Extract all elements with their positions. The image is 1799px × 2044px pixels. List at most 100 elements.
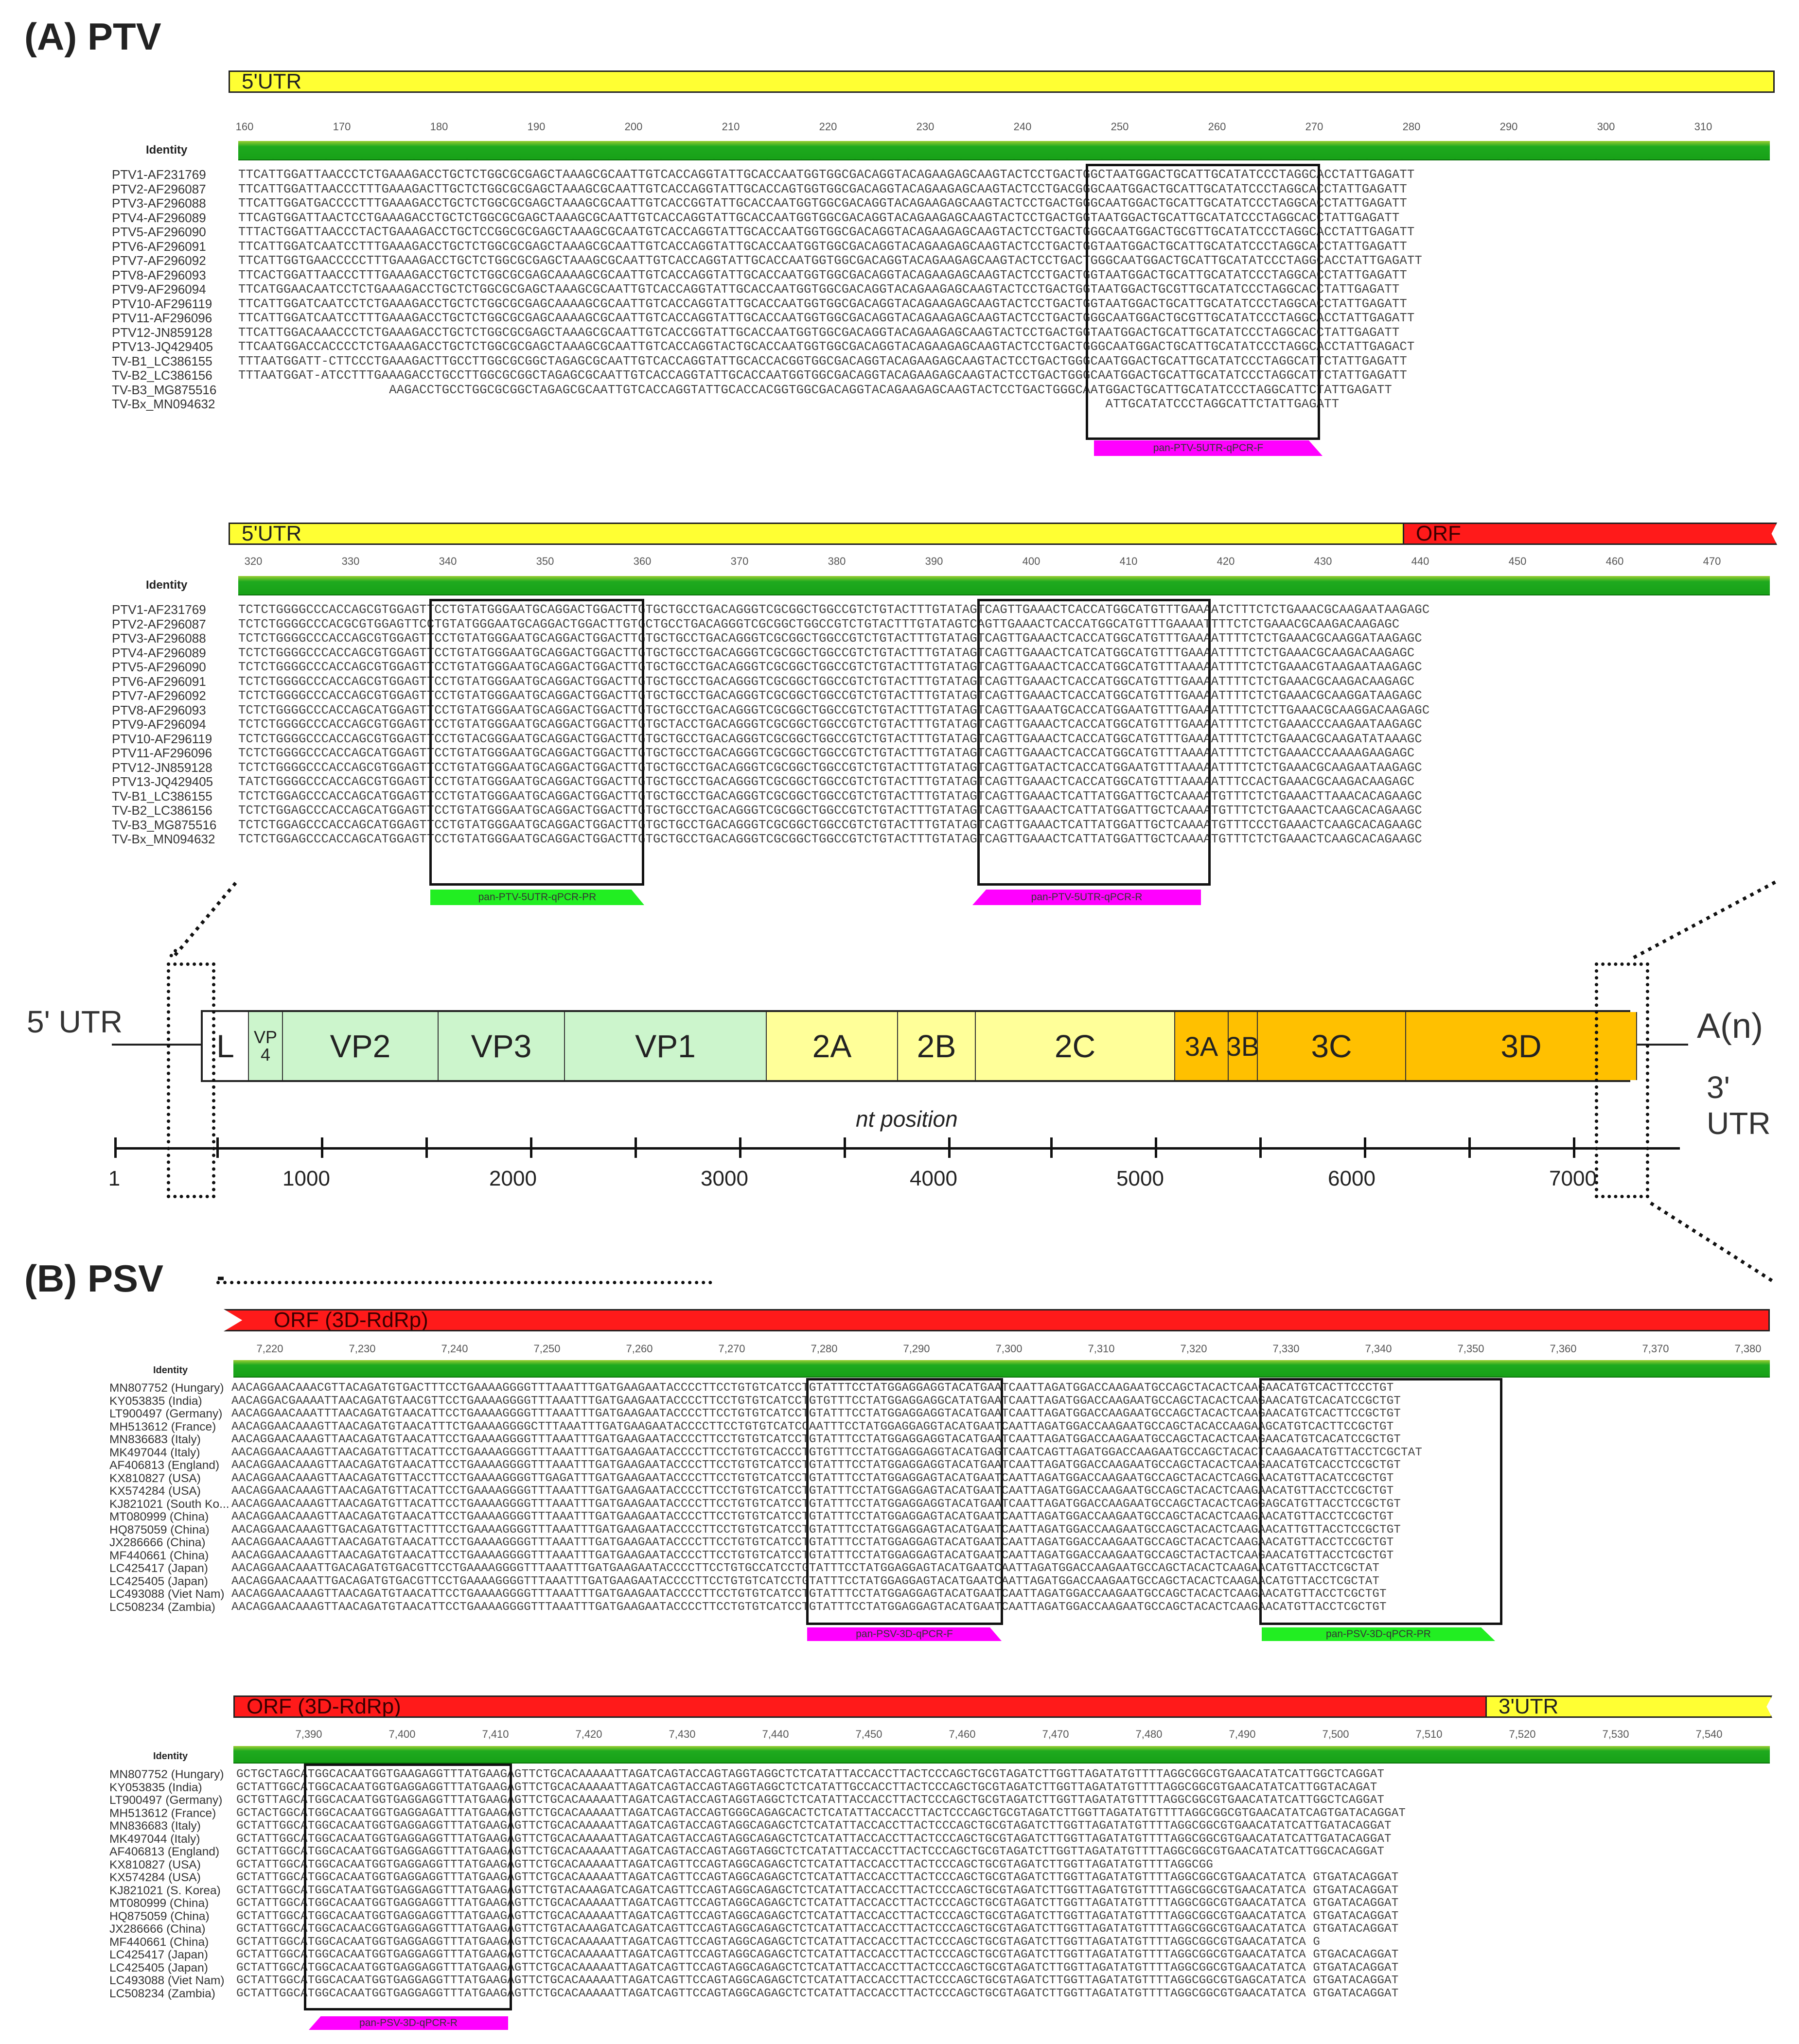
sequence-row: GCTATTGGCATGGCACAATGGTGAGGAGGTTTATGAAGAG… (236, 1897, 1399, 1910)
sequence-name: KY053835 (India) (109, 1781, 202, 1794)
sequence-name: PTV4-AF296089 (112, 645, 206, 660)
sequence-row: TTCAGTGGATTAACTCCTGAAAGACCTGCTCTGGCGCGAG… (238, 210, 1400, 225)
ruler-tick-label: 350 (536, 555, 554, 567)
utr-bar-label: 5'UTR (242, 70, 302, 93)
ruler-tick-label: 7,320 (1180, 1343, 1207, 1355)
axis-tick (114, 1137, 117, 1158)
genome-segment-vp1: VP1 (565, 1012, 767, 1080)
ruler-tick-label: 7,390 (295, 1728, 322, 1740)
ruler-tick-label: 7,240 (441, 1343, 468, 1355)
axis-label: 2000 (489, 1167, 537, 1190)
zoom-line (1648, 1201, 1775, 1283)
sequence-row: TCTCTGGAGCCCACCAGCATGGAGTTCCTGTATGGGAATG… (238, 804, 1422, 818)
sequence-name: TV-B1_LC386155 (112, 353, 212, 368)
five-utr-label: 5' UTR (27, 1004, 123, 1039)
ruler-tick-label: 280 (1402, 121, 1421, 133)
sequence-row: GCTATTGGCATGGCACAATGGTGAGGAGGTTTATGAAGAG… (236, 1948, 1399, 1961)
sequence-name: PTV1-AF231769 (112, 602, 206, 617)
sequence-row: TTCATTGGACAAACCCTCTGAAAGACCTGCTCTGGCGCGA… (238, 325, 1400, 340)
sequence-name: MT080999 (China) (109, 1897, 209, 1910)
sequence-row: TCTCTGGGGCCCACCAGCGTGGAGTTCCTGTACGGGAATG… (238, 732, 1422, 746)
axis-label: 1000 (282, 1167, 330, 1190)
sequence-row: TTCATTGGATCAATCCTTTGAAAGACCTGCTCTGGCGCGA… (238, 311, 1415, 325)
ruler-tick-label: 7,530 (1602, 1728, 1629, 1740)
sequence-name: PTV7-AF296092 (112, 688, 206, 703)
sequence-alignment: TCTCTGGGGCCCACCAGCGTGGAGTTCCTGTATGGGAATG… (238, 603, 1775, 851)
ruler-tick-label: 430 (1314, 555, 1332, 567)
primer-arrow: pan-PSV-3D-qPCR-PR (1262, 1627, 1495, 1641)
sequence-row: GCTATTGGCATGGCACAATGGTGAGGAGGTTTATGAAGAG… (236, 1961, 1399, 1974)
sequence-name: MT080999 (China) (109, 1510, 209, 1523)
sequence-name: MH513612 (France) (109, 1420, 216, 1433)
sequence-name: KJ821021 (South Ko... (109, 1497, 229, 1511)
sequence-row: GCTATTGGCATGGCACAATGGTGAGGAGGTTTATGAAGAG… (236, 1858, 1214, 1871)
sequence-name: PTV1-AF231769 (112, 167, 206, 182)
ruler-tick-label: 400 (1022, 555, 1041, 567)
ruler-tick-label: 7,520 (1509, 1728, 1536, 1740)
utr-bar: 5'UTR (229, 523, 1405, 545)
sequence-row: GCTATTGGCATGGCACAACGGTGAGGAGGTTTATGAAGAG… (236, 1922, 1399, 1936)
ruler-tick-label: 7,230 (349, 1343, 376, 1355)
panel-a-title: (A) PTV (24, 15, 161, 58)
genome-segment-3a: 3A (1175, 1012, 1229, 1080)
utr-bar-label: 5'UTR (242, 523, 302, 545)
sequence-name: LC493088 (Viet Nam) (109, 1588, 225, 1601)
sequence-row: GCTATTGGCATGGCACAATGGTGAGGAGGTTTATGAAGAG… (236, 1909, 1399, 1923)
ruler-tick-label: 360 (633, 555, 652, 567)
sequence-name: PTV2-AF296087 (112, 181, 206, 196)
identity-bar (233, 1360, 1770, 1378)
sequence-name: PTV6-AF296091 (112, 239, 206, 254)
ruler-tick-label: 7,220 (256, 1343, 283, 1355)
sequence-row: TTCATGGAACAATCCTCTGAAAGACCTGCTCTGGCGCGAG… (238, 282, 1400, 297)
zoom-line (1629, 875, 1784, 962)
sequence-row: TCTCTGGGGCCCACCAGCATGGAGTTCCTGTATGGGAATG… (238, 703, 1430, 717)
zoom-line-svg (174, 878, 240, 957)
sequence-name: PTV9-AF296094 (112, 717, 206, 732)
ruler-tick-label: 210 (722, 121, 740, 133)
ruler-tick-label: 300 (1597, 121, 1615, 133)
sequence-row: TCTCTGGGGCCCACCAGCATGGAGTTCCTGTATGGGAATG… (238, 746, 1415, 760)
genome-segment-vp2: VP2 (283, 1012, 439, 1080)
ruler-tick-label: 290 (1499, 121, 1518, 133)
sequence-row: GCTGCTAGCATGGCACAATGGTGAAGAGGTTTATGAAGAG… (236, 1768, 1385, 1781)
sequence-name: KX810827 (USA) (109, 1471, 201, 1485)
sequence-row: TCTCTGGGGCCCACCAGCGTGGAGTTCCTGTATGGGAATG… (238, 717, 1422, 732)
sequence-name: MK497044 (Italy) (109, 1832, 200, 1846)
ruler-tick-label: 7,500 (1322, 1728, 1349, 1740)
ruler-tick-label: 260 (1208, 121, 1226, 133)
sequence-row: AACAGGAACAAAGTTAACAGATGTAACATTCCTGAAAAGG… (231, 1433, 1401, 1446)
sequence-name: LC425417 (Japan) (109, 1562, 208, 1575)
zoom-line-svg (1633, 878, 1781, 960)
ruler-tick-label: 250 (1111, 121, 1129, 133)
axis-tick (216, 1137, 219, 1158)
genome-segment-vp3: VP3 (439, 1012, 565, 1080)
utr-bar: 3'UTR (1485, 1695, 1772, 1718)
panel-b-title: (B) PSV (24, 1257, 164, 1300)
genome-map: L VP 4 VP2 VP3 VP1 2A 2B 2C 3A 3B 3C 3D (201, 1010, 1637, 1082)
primer-box (1259, 1378, 1502, 1625)
axis-label: 6000 (1328, 1167, 1376, 1190)
ruler-tick-label: 7,430 (669, 1728, 696, 1740)
sequence-name: LC425417 (Japan) (109, 1948, 208, 1961)
identity-label: Identity (153, 1365, 188, 1376)
sequence-row: AACAGGAACAAACGTTACAGATGTGACTTTCCTGAAAAGG… (231, 1382, 1394, 1395)
sequence-name: PTV13-JQ429405 (112, 339, 213, 354)
ruler-tick-label: 7,250 (533, 1343, 561, 1355)
ruler-tick-label: 320 (244, 555, 263, 567)
sequence-row: TCTCTGGAGCCCACCAGCATGGAGTTCCTGTATGGGAATG… (238, 832, 1422, 846)
ruler-tick-label: 470 (1703, 555, 1721, 567)
zoom-line-svg (218, 1276, 224, 1280)
sequence-row: AACAGGAACAAATTGACAGATGTGACGTTCCTGAAAAGGG… (231, 1562, 1380, 1575)
sequence-name: MH513612 (France) (109, 1806, 216, 1820)
sequence-row: TATCTGGGGCCCACCAGCGTGGAGTTCCTGTATGGGAATG… (238, 775, 1415, 789)
sequence-row: AACAGGAACAAAGTTAACAGATGTAACATTCCTGAAAAGG… (231, 1549, 1394, 1562)
sequence-name: AF406813 (England) (109, 1845, 220, 1858)
sequence-name: LT900497 (Germany) (109, 1407, 223, 1420)
genome-segment-3b: 3B (1226, 1012, 1259, 1080)
sequence-row: TTTACTGGATTAACCCTACTGAAAGACCTGCTCCGGCGCG… (238, 225, 1415, 239)
sequence-row: TCTCTGGAGCCCACCAGCATGGAGTTCCTGTATGGGAATG… (238, 818, 1422, 832)
sequence-row: GCTATTGGCATGGCACAATGGTGAGGAGGTTTATGAAGAG… (236, 1974, 1399, 1987)
sequence-name: PTV5-AF296090 (112, 660, 206, 674)
axis-tick (530, 1137, 532, 1158)
ruler-tick-label: 7,370 (1642, 1343, 1669, 1355)
